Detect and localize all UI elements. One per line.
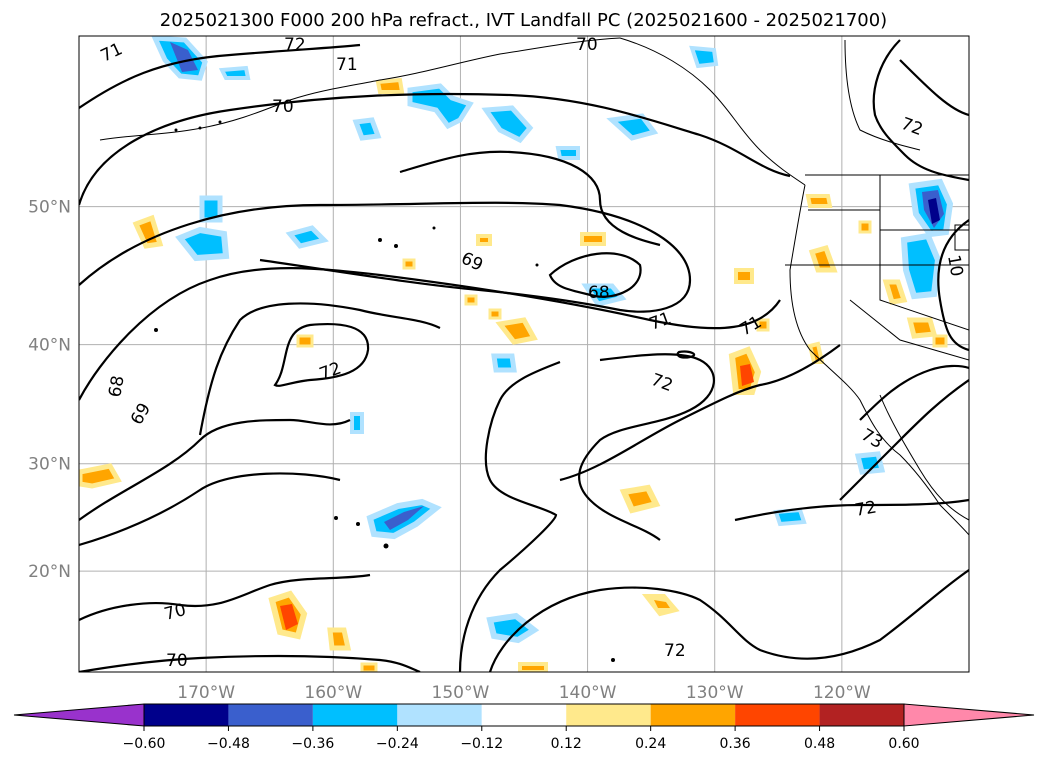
contour-label: 72 bbox=[664, 641, 686, 661]
map-panel: 71 72 71 70 70 72 69 68 71 71 72 72 68 6… bbox=[79, 35, 969, 672]
pos-patch bbox=[402, 258, 416, 270]
neg-patch bbox=[581, 283, 627, 307]
pos-patch-core bbox=[740, 364, 754, 386]
contour-lines bbox=[79, 39, 969, 672]
pos-patch bbox=[882, 279, 908, 305]
colorbar-tick-label: 0.12 bbox=[551, 736, 582, 752]
lon-label: 160°W bbox=[304, 683, 362, 703]
lat-label: 30°N bbox=[28, 455, 71, 475]
neg-patch-core bbox=[170, 42, 198, 72]
pos-patch bbox=[906, 317, 938, 339]
neg-patch bbox=[689, 45, 719, 69]
lat-label: 50°N bbox=[28, 198, 71, 218]
neg-patch bbox=[900, 232, 942, 300]
pos-patch bbox=[327, 627, 352, 651]
colorbar-segment bbox=[312, 704, 398, 726]
colorbar-segment bbox=[397, 704, 482, 726]
neg-patch bbox=[407, 83, 474, 130]
pos-patch bbox=[375, 77, 405, 94]
islands bbox=[154, 120, 615, 662]
pos-patch bbox=[580, 232, 606, 246]
contour-label: 70 bbox=[272, 97, 294, 117]
pos-patch bbox=[654, 600, 670, 608]
colorbar-tick-label: −0.12 bbox=[460, 736, 503, 752]
lat-label: 20°N bbox=[28, 562, 71, 582]
neg-patch bbox=[352, 117, 382, 141]
pos-patch bbox=[296, 334, 314, 348]
neg-patch bbox=[175, 226, 230, 262]
colorbar-segment bbox=[228, 704, 313, 726]
colorbar-tick-label: −0.24 bbox=[376, 736, 419, 752]
colorbar-tick-label: −0.48 bbox=[207, 736, 250, 752]
neg-patch bbox=[199, 195, 223, 223]
colorbar-segment bbox=[566, 704, 651, 726]
neg-patch bbox=[481, 105, 534, 144]
neg-patch bbox=[606, 113, 659, 141]
pos-patch bbox=[476, 234, 492, 246]
contour-label: 71 bbox=[336, 55, 358, 75]
colorbar-min-extend bbox=[13, 703, 145, 727]
colorbar-segment bbox=[735, 704, 820, 726]
pos-patch bbox=[464, 294, 478, 306]
colorbar: −0.60 −0.48 −0.36 −0.24 −0.12 0.12 0.24 0.36 0.4… bbox=[13, 703, 1035, 752]
chart-title: 2025021300 F000 200 hPa refract., IVT La… bbox=[159, 10, 888, 31]
lat-label: 40°N bbox=[28, 336, 71, 356]
colorbar-tick-label: 0.48 bbox=[804, 736, 835, 752]
neg-patch bbox=[486, 612, 540, 644]
pos-patch bbox=[495, 317, 538, 345]
colorbar-tick-label: 0.36 bbox=[720, 736, 751, 752]
map-frame bbox=[78, 35, 970, 673]
colorbar-segment bbox=[144, 704, 229, 726]
colorbar-tick-label: 0.60 bbox=[888, 736, 919, 752]
pos-patch bbox=[805, 194, 833, 208]
colorbar-segment bbox=[819, 704, 904, 726]
contour-label: 70 bbox=[166, 651, 188, 671]
coastlines bbox=[99, 37, 969, 536]
colorbar-tick-label: 0.24 bbox=[635, 736, 666, 752]
neg-patch bbox=[218, 65, 251, 80]
contour-label: 72 bbox=[284, 35, 306, 55]
pos-patch bbox=[79, 463, 122, 489]
neg-patch bbox=[285, 225, 329, 249]
colorbar-tick-label: −0.36 bbox=[291, 736, 334, 752]
pos-patch bbox=[734, 268, 754, 284]
longitude-labels: 170°W 160°W 150°W 140°W 130°W 120°W bbox=[177, 683, 871, 703]
pos-patch-core bbox=[280, 604, 298, 630]
pos-patch bbox=[932, 334, 948, 348]
pos-patch bbox=[858, 220, 872, 234]
neg-patch bbox=[350, 412, 364, 434]
pos-patch bbox=[518, 662, 548, 672]
contour-label: 68 bbox=[105, 374, 128, 399]
contour-label: 10 bbox=[943, 253, 966, 278]
anomaly-patches bbox=[79, 36, 954, 672]
neg-patch-core bbox=[384, 506, 424, 530]
pos-patch bbox=[488, 308, 502, 320]
latitude-labels: 50°N 40°N 30°N 20°N bbox=[28, 198, 71, 583]
colorbar-segment bbox=[650, 704, 736, 726]
colorbar-max-extend bbox=[903, 703, 1035, 727]
lon-label: 140°W bbox=[559, 683, 617, 703]
lon-label: 150°W bbox=[432, 683, 490, 703]
contour-label: 70 bbox=[576, 35, 598, 55]
colorbar-tick-label: −0.60 bbox=[123, 736, 166, 752]
neg-patch-core2 bbox=[928, 198, 940, 224]
colorbar-frame bbox=[143, 703, 905, 727]
lon-label: 130°W bbox=[686, 683, 744, 703]
pos-patch bbox=[756, 318, 770, 332]
contour-label: 72 bbox=[853, 497, 878, 520]
contour-label: 68 bbox=[588, 283, 610, 303]
pos-patch bbox=[132, 214, 164, 249]
neg-patch bbox=[555, 146, 580, 160]
pos-patch bbox=[619, 484, 661, 514]
lon-label: 170°W bbox=[177, 683, 235, 703]
colorbar-segment bbox=[481, 704, 567, 726]
lon-label: 120°W bbox=[813, 683, 871, 703]
pos-patch bbox=[360, 662, 378, 672]
neg-patch bbox=[491, 353, 517, 373]
neg-patch bbox=[854, 451, 886, 475]
